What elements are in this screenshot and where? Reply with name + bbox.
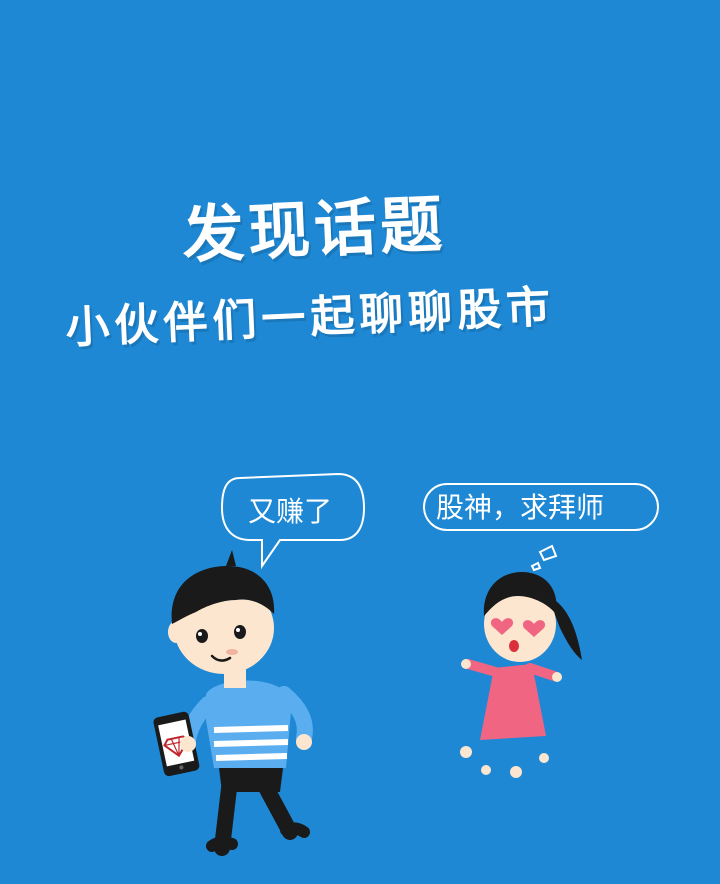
girl-speech-text: 股神，求拜师 xyxy=(436,491,604,524)
boy-speech-bubble: 又赚了 xyxy=(220,472,366,570)
boy-speech-text: 又赚了 xyxy=(248,495,332,528)
girl-speech-bubble: 股神，求拜师 xyxy=(423,483,659,572)
boy-character xyxy=(153,550,313,856)
heart-eye-icon xyxy=(490,618,546,637)
girl-character xyxy=(460,572,582,778)
